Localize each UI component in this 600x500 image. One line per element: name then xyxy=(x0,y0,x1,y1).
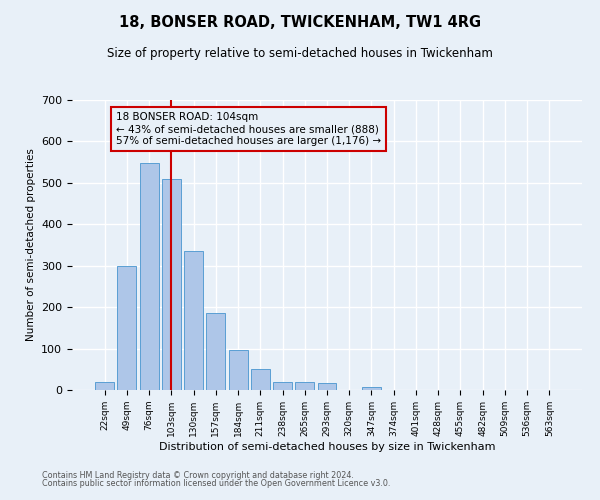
Bar xyxy=(295,382,314,390)
Bar xyxy=(118,266,136,390)
Bar xyxy=(162,178,181,390)
Text: Contains public sector information licensed under the Open Government Licence v3: Contains public sector information licen… xyxy=(42,478,391,488)
Bar xyxy=(95,382,114,390)
Text: Size of property relative to semi-detached houses in Twickenham: Size of property relative to semi-detach… xyxy=(107,48,493,60)
Bar xyxy=(317,383,337,390)
Text: Distribution of semi-detached houses by size in Twickenham: Distribution of semi-detached houses by … xyxy=(159,442,495,452)
Text: 18 BONSER ROAD: 104sqm
← 43% of semi-detached houses are smaller (888)
57% of se: 18 BONSER ROAD: 104sqm ← 43% of semi-det… xyxy=(116,112,381,146)
Bar xyxy=(140,163,158,390)
Text: 18, BONSER ROAD, TWICKENHAM, TW1 4RG: 18, BONSER ROAD, TWICKENHAM, TW1 4RG xyxy=(119,15,481,30)
Bar xyxy=(362,386,381,390)
Bar xyxy=(251,370,270,390)
Bar xyxy=(273,382,292,390)
Bar xyxy=(184,251,203,390)
Y-axis label: Number of semi-detached properties: Number of semi-detached properties xyxy=(26,148,35,342)
Bar xyxy=(206,314,225,390)
Text: Contains HM Land Registry data © Crown copyright and database right 2024.: Contains HM Land Registry data © Crown c… xyxy=(42,471,354,480)
Bar xyxy=(229,350,248,390)
